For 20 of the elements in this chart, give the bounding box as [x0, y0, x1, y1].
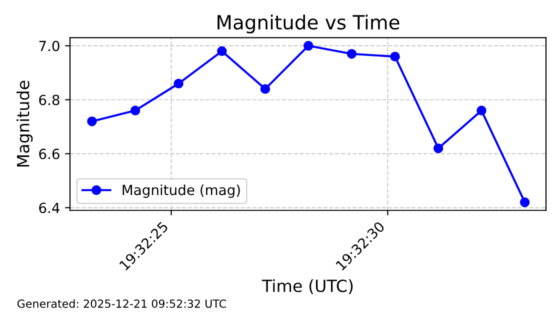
point — [390, 52, 400, 62]
point — [130, 106, 140, 116]
point — [433, 143, 444, 154]
y-tick-label: 6.8 — [39, 94, 60, 106]
y-tick-label: 6.6 — [39, 148, 60, 160]
y-tick-label: 7.0 — [39, 40, 60, 52]
point — [260, 84, 270, 94]
point — [520, 197, 530, 208]
x-axis-title: Time (UTC) — [262, 279, 353, 294]
point — [346, 49, 357, 59]
point — [476, 106, 486, 116]
point — [174, 78, 184, 88]
point — [304, 40, 314, 51]
point — [87, 116, 97, 126]
chart-title: Magnitude vs Time — [218, 14, 400, 34]
legend-label: Magnitude (mag) — [122, 184, 240, 198]
y-tick-label: 6.4 — [39, 202, 60, 214]
point — [217, 46, 227, 56]
text: Generated: 2025-12-21 09:52:32 UTC — [17, 299, 226, 308]
y-axis-title: Magnitude — [16, 80, 33, 167]
